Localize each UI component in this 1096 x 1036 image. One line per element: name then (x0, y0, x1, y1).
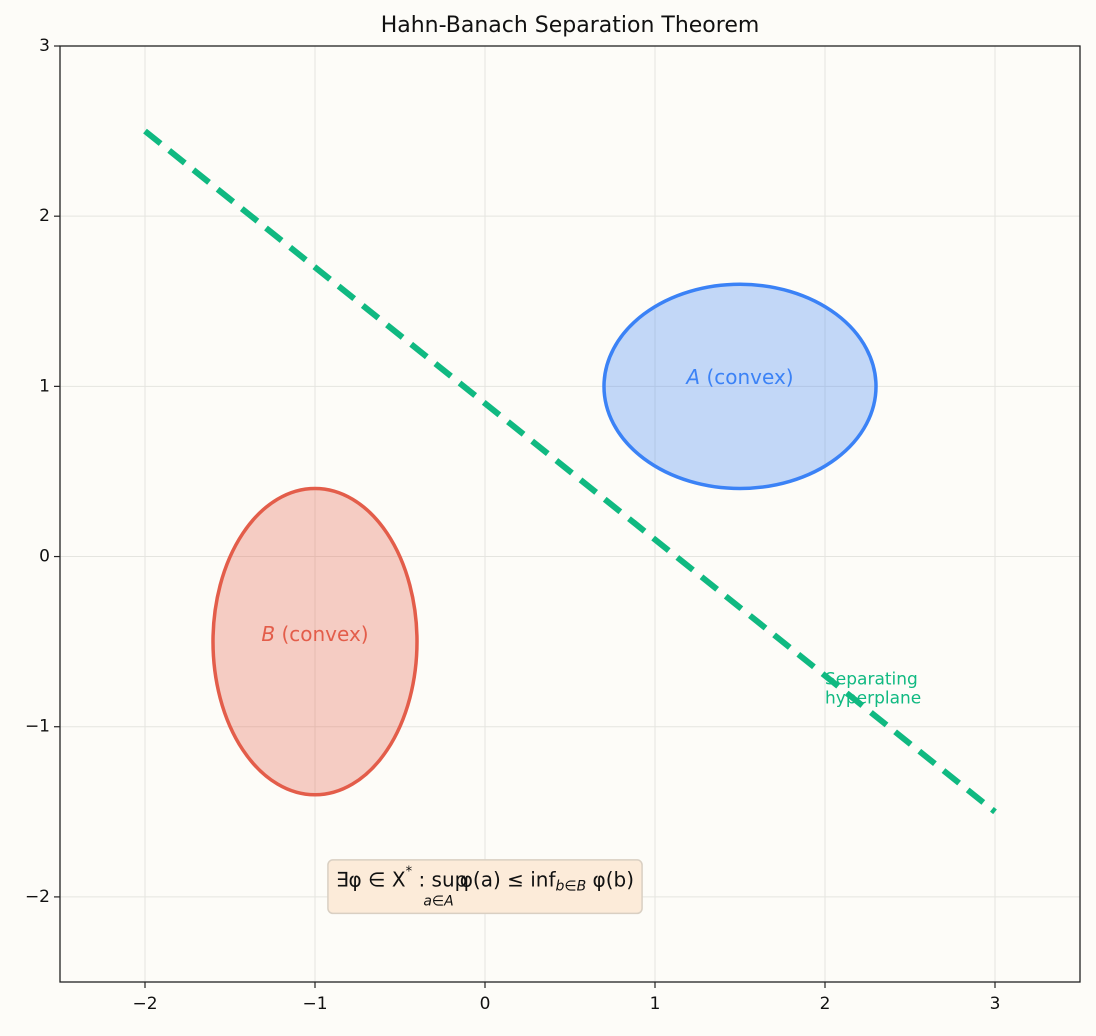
formula-part: ∃φ ∈ X (336, 867, 406, 891)
convex-set (602, 282, 878, 491)
y-tick-label: 1 (39, 376, 50, 396)
annotation: hyperplane (825, 689, 921, 709)
y-tick-label: −1 (25, 717, 50, 737)
plot-area (60, 46, 1080, 982)
x-tick-label: 2 (820, 994, 831, 1014)
annotation: Separating (825, 670, 918, 690)
formula-box (327, 859, 643, 915)
formula-part: * (406, 864, 413, 879)
set-label: A (convex) (684, 364, 793, 388)
x-tick-label: −1 (302, 994, 327, 1014)
set-label: B (convex) (261, 621, 368, 645)
set-text: (convex) (706, 364, 793, 388)
chart-title: Hahn-Banach Separation Theorem (381, 13, 760, 38)
x-tick-label: 1 (650, 994, 661, 1014)
separating-line (143, 128, 997, 815)
y-tick-label: 3 (39, 36, 50, 56)
formula-part: φ(a) ≤ inf (460, 867, 557, 891)
formula-part: a∈A (423, 893, 453, 909)
set-text: (convex) (281, 621, 368, 645)
x-tick-label: 3 (990, 994, 1001, 1014)
formula-part: φ(b) (586, 867, 634, 891)
formula-part: : sup (412, 867, 467, 891)
x-tick-label: −2 (132, 994, 157, 1014)
y-tick-label: 0 (39, 547, 50, 567)
y-tick-label: 2 (39, 206, 50, 226)
y-tick-label: −2 (25, 887, 50, 907)
plot-frame (59, 45, 1081, 983)
formula-part: b∈B (556, 878, 587, 894)
set-symbol: B (261, 621, 275, 645)
set-symbol: A (684, 364, 700, 388)
convex-set (211, 486, 419, 797)
x-tick-label: 0 (480, 994, 491, 1014)
formula: ∃φ ∈ X* : sup a∈A φ(a) ≤ infb∈B φ(b) (336, 864, 634, 910)
